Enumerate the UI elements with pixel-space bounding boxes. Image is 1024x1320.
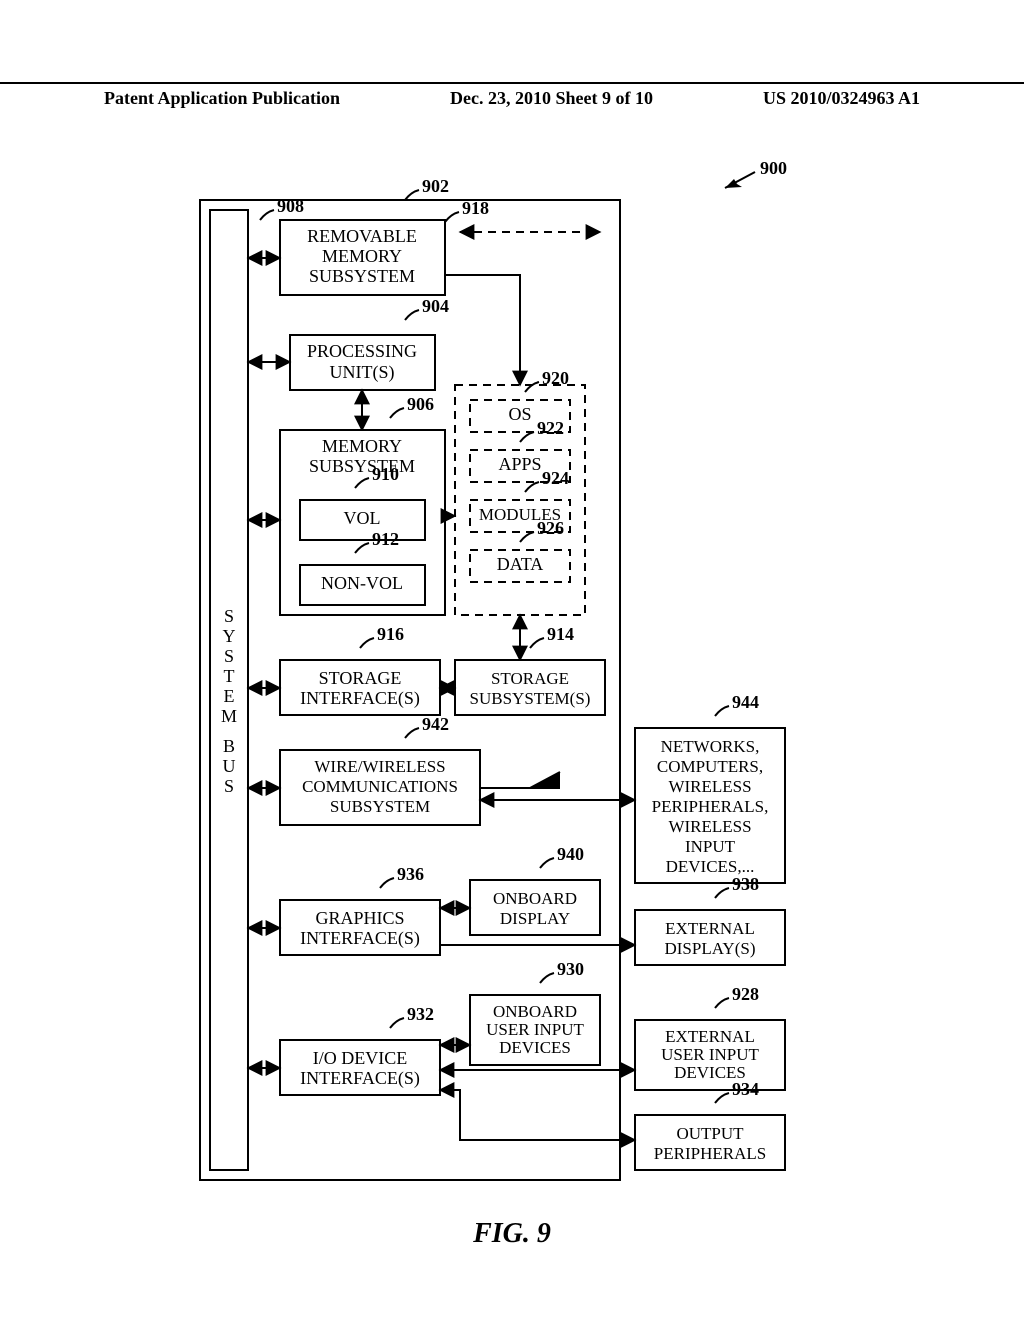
lbl-storint2: INTERFACE(S) [300,688,420,709]
lbl-removable3: SUBSYSTEM [309,266,415,286]
lbl-onbinp1: ONBOARD [493,1002,577,1021]
lbl-storint1: STORAGE [319,668,402,688]
lbl-comm2: COMMUNICATIONS [302,777,458,796]
ref-900: 900 [760,158,787,178]
ref-934: 934 [732,1079,759,1099]
header-rule [0,82,1024,84]
ref-942: 942 [422,714,449,734]
lbl-net2: COMPUTERS, [657,757,763,776]
lbl-proc1: PROCESSING [307,341,417,361]
lbl-apps: APPS [498,454,541,474]
lbl-comm1: WIRE/WIRELESS [314,757,445,776]
lbl-net6: INPUT [685,837,736,856]
lbl-gfx2: INTERFACE(S) [300,928,420,949]
ref-944: 944 [732,692,759,712]
lbl-extinp2: USER INPUT [661,1045,759,1064]
lbl-extinp1: EXTERNAL [665,1027,755,1046]
ref-910: 910 [372,464,399,484]
lbl-storsub2: SUBSYSTEM(S) [470,689,591,708]
lbl-outp1: OUTPUT [676,1124,744,1143]
lbl-onbdisp2: DISPLAY [500,909,570,928]
lbl-outp2: PERIPHERALS [654,1144,766,1163]
sysbus-e: E [224,686,235,706]
lbl-io1: I/O DEVICE [313,1048,407,1068]
sysbus-b: B [223,736,235,756]
header-text: Patent Application Publication Dec. 23, … [104,88,920,109]
lbl-proc2: UNIT(S) [330,362,395,383]
header-center: Dec. 23, 2010 Sheet 9 of 10 [450,88,653,109]
lbl-removable2: MEMORY [322,246,402,266]
lbl-os: OS [508,404,531,424]
ref-920: 920 [542,368,569,388]
sysbus-y: Y [223,626,236,646]
sysbus-s3: S [224,776,234,796]
lbl-onbdisp1: ONBOARD [493,889,577,908]
figure-label: FIG. 9 [0,1218,1024,1250]
lbl-onbinp2: USER INPUT [486,1020,584,1039]
lbl-mem1: MEMORY [322,436,402,456]
ref-908: 908 [277,196,304,216]
lbl-extdisp2: DISPLAY(S) [664,939,755,958]
lbl-comm3: SUBSYSTEM [330,797,430,816]
lbl-net3: WIRELESS [668,777,751,796]
header-left: Patent Application Publication [104,88,340,109]
lbl-gfx1: GRAPHICS [315,908,404,928]
sysbus-u: U [223,756,236,776]
page: Patent Application Publication Dec. 23, … [0,0,1024,1320]
lbl-onbinp3: DEVICES [499,1038,571,1057]
sysbus-m: M [221,706,237,726]
lbl-extdisp1: EXTERNAL [665,919,755,938]
ref-906: 906 [407,394,434,414]
ref-922: 922 [537,418,564,438]
lbl-removable1: REMOVABLE [307,226,417,246]
ref-916: 916 [377,624,404,644]
lbl-net1: NETWORKS, [661,737,760,756]
ref-938: 938 [732,874,759,894]
ref-940: 940 [557,844,584,864]
sysbus-t: T [224,666,235,686]
lbl-nonvol: NON-VOL [321,573,403,593]
ref-930: 930 [557,959,584,979]
lbl-io2: INTERFACE(S) [300,1068,420,1089]
header-right: US 2010/0324963 A1 [763,88,920,109]
lbl-net7: DEVICES,... [666,857,755,876]
ref-924: 924 [542,468,569,488]
ref-918: 918 [462,198,489,218]
ref-902: 902 [422,176,449,196]
lbl-data: DATA [497,554,544,574]
lbl-storsub1: STORAGE [491,669,569,688]
ref-914: 914 [547,624,574,644]
ref-926: 926 [537,518,564,538]
ref-912: 912 [372,529,399,549]
ref-928: 928 [732,984,759,1004]
lbl-net5: WIRELESS [668,817,751,836]
lbl-mem2: SUBSYSTEM [309,456,415,476]
diagram-svg: 900 902 S Y S T E M B U S REMOVABLE MEMO… [100,140,920,1200]
sysbus-s1: S [224,606,234,626]
ref-904: 904 [422,296,449,316]
lbl-net4: PERIPHERALS, [652,797,769,816]
sysbus-s2: S [224,646,234,666]
ref-932: 932 [407,1004,434,1024]
lbl-vol: VOL [344,508,381,528]
ref-936: 936 [397,864,424,884]
